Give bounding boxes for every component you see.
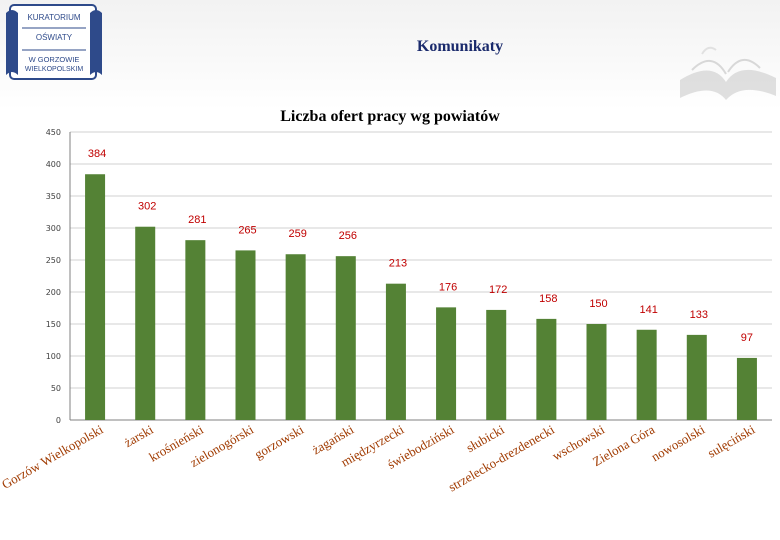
y-tick-label: 450	[46, 128, 61, 137]
data-label: 302	[138, 201, 156, 213]
y-tick-label: 100	[46, 352, 61, 361]
y-tick-label: 0	[56, 416, 61, 425]
bar	[85, 174, 106, 420]
bar	[235, 250, 256, 420]
x-tick-label: żarski	[121, 421, 156, 450]
bar	[486, 309, 507, 420]
data-label: 281	[188, 214, 206, 226]
bar	[185, 240, 206, 420]
bar	[385, 283, 406, 420]
bar	[436, 307, 457, 420]
bar	[536, 318, 557, 420]
data-label: 172	[489, 284, 507, 296]
chart-title: Liczba ofert pracy wg powiatów	[280, 108, 500, 125]
x-tick-label: nowosolski	[648, 421, 707, 464]
x-tick-label: gorzowski	[252, 421, 307, 461]
bar	[686, 334, 707, 420]
bar	[335, 256, 356, 420]
data-label: 133	[690, 309, 708, 321]
slide-title: Komunikaty	[416, 38, 504, 55]
bar	[135, 226, 156, 420]
x-tick-label: sulęciński	[705, 421, 758, 460]
y-tick-label: 400	[46, 160, 61, 169]
y-tick-label: 350	[46, 192, 61, 201]
data-label: 97	[741, 332, 753, 344]
y-tick-label: 50	[51, 384, 61, 393]
x-tick-label: Gorzów Wielkopolski	[0, 421, 106, 491]
data-label: 150	[589, 298, 607, 310]
data-label: 259	[288, 228, 306, 240]
bar	[586, 324, 607, 420]
open-book-icon	[680, 46, 776, 100]
data-label: 213	[389, 258, 407, 270]
svg-text:WIELKOPOLSKIM: WIELKOPOLSKIM	[25, 66, 84, 73]
data-label: 265	[238, 224, 256, 236]
data-label: 256	[339, 230, 357, 242]
svg-text:OŚWIATY: OŚWIATY	[36, 33, 73, 42]
data-label: 176	[439, 281, 457, 293]
data-label: 158	[539, 293, 557, 305]
bar	[285, 254, 306, 420]
data-label: 141	[639, 304, 657, 316]
svg-text:KURATORIUM: KURATORIUM	[27, 13, 80, 22]
y-tick-label: 250	[46, 256, 61, 265]
header-band	[0, 0, 780, 130]
svg-text:W GORZOWIE: W GORZOWIE	[29, 55, 80, 64]
bar	[736, 357, 757, 420]
y-tick-label: 150	[46, 320, 61, 329]
bar	[636, 329, 657, 420]
y-tick-label: 200	[46, 288, 61, 297]
y-tick-label: 300	[46, 224, 61, 233]
kuratorium-logo: KURATORIUM OŚWIATY W GORZOWIE WIELKOPOLS…	[6, 4, 102, 80]
data-label: 384	[88, 148, 106, 160]
